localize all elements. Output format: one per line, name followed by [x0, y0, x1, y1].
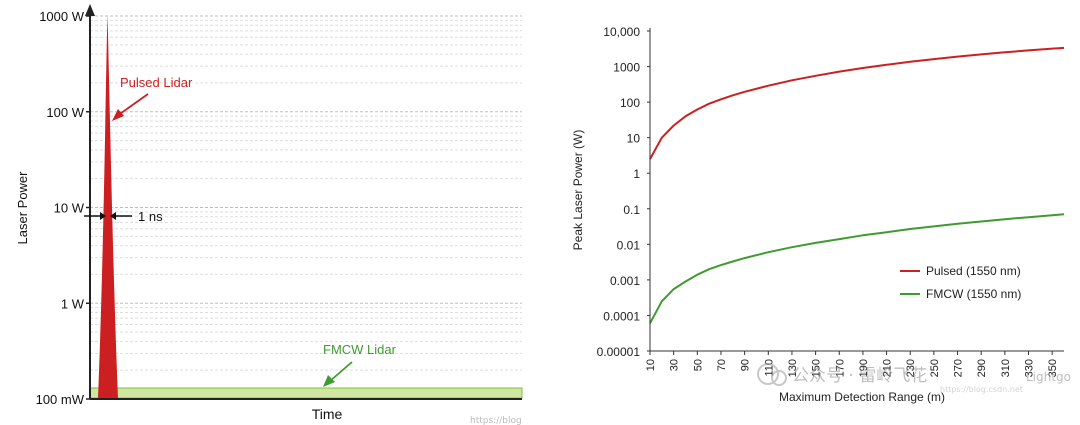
- fmcw-lidar-band: [89, 387, 523, 399]
- left-y-axis-label: Laser Power: [15, 171, 30, 245]
- legend-label-pulsed: Pulsed (1550 nm): [926, 264, 1021, 278]
- x-tick-label: 210: [882, 359, 894, 377]
- pulsed-lidar-spike: [98, 15, 118, 398]
- x-tick-label: 190: [858, 359, 870, 377]
- y-tick-label: 1000 W: [39, 9, 85, 24]
- pulsed-lidar-pointer: [116, 93, 149, 117]
- x-tick-label: 90: [740, 359, 752, 371]
- left-watermark: https://blog: [470, 416, 522, 425]
- x-tick-label: 250: [929, 359, 941, 377]
- pulse-width-label: 1 ns: [138, 209, 163, 224]
- pulsed-pointer-arrow-icon: [112, 109, 124, 121]
- watermark-channel-name: 公众号 · 雷岭飞花: [792, 366, 927, 386]
- x-tick-label: 10: [645, 359, 657, 371]
- legend-label-fmcw: FMCW (1550 nm): [926, 287, 1021, 301]
- grid-lines: [90, 15, 522, 400]
- x-tick-label: 310: [1000, 359, 1012, 377]
- peak-power-vs-range-chart: 0.00001 0.0001 0.001 0.01 0.1 1 10 100 1000 10,00…: [571, 25, 1071, 404]
- x-tick-label: 170: [834, 359, 846, 377]
- channel-watermark: 公众号 · 雷岭飞花 Lightgo https://blog.csdn.net: [757, 363, 1071, 394]
- x-tick-labels: 10 30 50 70 90 110 130 150 170 190 210 230 250 270 290…: [645, 351, 1059, 377]
- y-tick-label: 0.1: [623, 203, 640, 217]
- legend: Pulsed (1550 nm) FMCW (1550 nm): [900, 264, 1021, 301]
- pulsed-series-line: [649, 46, 1065, 160]
- x-tick-label: 30: [669, 359, 681, 371]
- watermark-handle: Lightgo: [1026, 370, 1071, 384]
- y-axis-arrow-icon: [85, 4, 95, 16]
- y-tick-label: 0.0001: [603, 309, 640, 323]
- fmcw-lidar-pointer: [329, 361, 353, 382]
- y-tick-label: 10 W: [54, 201, 85, 216]
- y-tick-label: 100 mW: [36, 392, 85, 407]
- y-tick-label: 100: [620, 96, 640, 110]
- x-tick-label: 330: [1024, 359, 1036, 377]
- watermark-url: https://blog.csdn.net: [940, 385, 1023, 394]
- y-tick-label: 0.001: [610, 274, 640, 288]
- y-tick-label: 0.00001: [597, 345, 641, 359]
- y-tick-label: 100 W: [46, 105, 84, 120]
- x-tick-label: 130: [787, 359, 799, 377]
- x-tick-label: 150: [811, 359, 823, 377]
- y-tick-label: 0.01: [617, 238, 641, 252]
- pulse-width-arrowhead-left-icon: [100, 212, 106, 220]
- x-tick-label: 230: [905, 359, 917, 377]
- wechat-logo-icon-inner: [771, 370, 787, 386]
- x-tick-label: 290: [976, 359, 988, 377]
- laser-power-comparison-chart: 100 mW 1 W 10 W 100 W 1000 W Time Laser Powe…: [15, 4, 523, 425]
- y-tick-labels: 100 mW 1 W 10 W 100 W 1000 W: [36, 9, 90, 407]
- x-tick-label: 270: [953, 359, 965, 377]
- pulse-width-arrowhead-right-icon: [110, 212, 116, 220]
- pulsed-lidar-label: Pulsed Lidar: [120, 75, 193, 90]
- right-x-axis-label: Maximum Detection Range (m): [779, 390, 945, 404]
- series-lines: [649, 46, 1065, 324]
- y-tick-label: 1 W: [61, 296, 85, 311]
- y-tick-labels: 0.00001 0.0001 0.001 0.01 0.1 1 10 100 1000 10,00…: [597, 25, 650, 359]
- y-tick-label: 1000: [613, 61, 640, 75]
- x-tick-label: 50: [692, 359, 704, 371]
- left-x-axis-label: Time: [312, 406, 343, 422]
- fmcw-pointer-arrow-icon: [323, 375, 335, 387]
- y-tick-label: 10,000: [603, 25, 640, 39]
- x-tick-label: 70: [716, 359, 728, 371]
- fmcw-lidar-label: FMCW Lidar: [323, 342, 397, 357]
- x-tick-label: 350: [1047, 359, 1059, 377]
- y-tick-label: 10: [627, 132, 641, 146]
- wechat-logo-icon: [757, 363, 779, 385]
- y-tick-label: 1: [633, 167, 640, 181]
- right-y-axis-label: Peak Laser Power (W): [571, 130, 585, 251]
- fmcw-series-line: [649, 213, 1065, 324]
